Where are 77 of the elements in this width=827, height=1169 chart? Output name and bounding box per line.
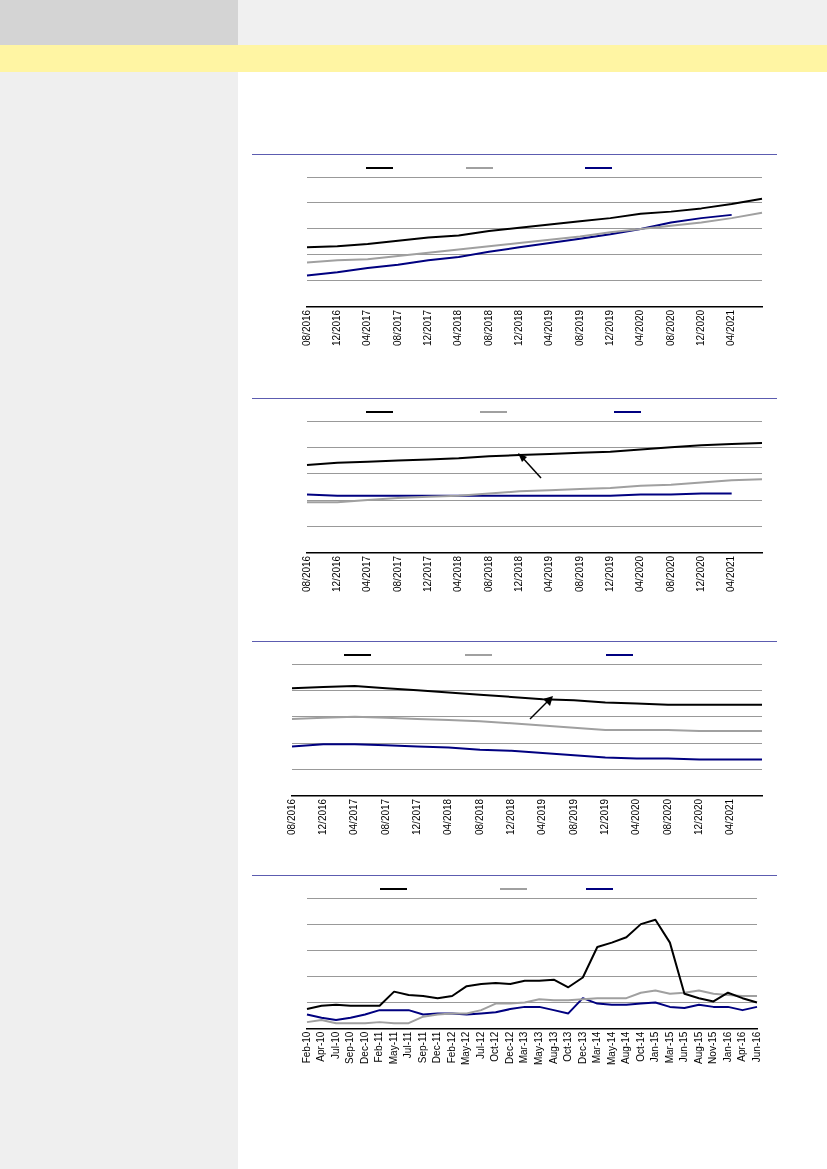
x-tick-label: Aug-15: [692, 1031, 704, 1064]
x-tick-label: 08/2018: [473, 798, 485, 836]
x-tick-label: 08/2018: [482, 555, 494, 593]
x-tick-label: 04/2020: [634, 309, 646, 347]
x-tick-label: Feb-11: [373, 1031, 385, 1063]
x-tick-label: 08/2017: [391, 555, 403, 593]
x-tick-label: Jan-15: [649, 1031, 661, 1063]
x-tick-label: 04/2021: [725, 555, 737, 593]
x-tick-label: 08/2019: [567, 798, 579, 836]
x-tick-label: 12/2016: [331, 555, 343, 593]
x-tick-label: Apr-16: [736, 1031, 748, 1062]
x-tick-label: 04/2021: [725, 309, 737, 347]
x-tick-label: Sep-11: [416, 1031, 428, 1064]
x-tick-label: 12/2019: [604, 309, 616, 347]
x-tick-label: 08/2020: [664, 309, 676, 347]
x-tick-label: 08/2020: [664, 555, 676, 593]
x-tick-label: 12/2020: [695, 555, 707, 593]
x-tick-label: Mar-13: [518, 1031, 530, 1064]
x-tick-label: 12/2018: [505, 798, 517, 836]
x-tick-label: Jul-10: [329, 1031, 341, 1059]
x-tick-label: 04/2017: [361, 555, 373, 593]
x-tick-label: 04/2021: [724, 798, 736, 836]
x-tick-label: 08/2016: [300, 555, 312, 593]
x-tick-label: 12/2016: [331, 309, 343, 347]
x-tick-label: Apr-10: [315, 1031, 327, 1062]
x-tick-label: 04/2018: [442, 798, 454, 836]
x-tick-label: Sep-10: [344, 1031, 356, 1064]
x-tick-label: Jan-16: [721, 1031, 733, 1063]
x-tick-label: 12/2020: [693, 798, 705, 836]
x-tick-label: 12/2019: [604, 555, 616, 593]
x-tick-label: Dec-10: [358, 1031, 370, 1064]
x-tick-label: 08/2017: [391, 309, 403, 347]
x-tick-label: 04/2019: [536, 798, 548, 836]
x-tick-label: Feb-10: [300, 1031, 312, 1064]
x-tick-label: Dec-12: [503, 1031, 515, 1064]
x-tick-label: Dec-11: [431, 1031, 443, 1064]
x-tick-label: Aug-13: [547, 1031, 559, 1064]
x-tick-label: Feb-12: [445, 1031, 457, 1064]
x-tick-label: Aug-14: [620, 1031, 632, 1064]
x-tick-label: 08/2016: [285, 798, 297, 836]
x-tick-label: 04/2019: [543, 309, 555, 347]
x-tick-label: Mar-14: [591, 1031, 603, 1064]
x-tick-label: 12/2018: [513, 555, 525, 593]
x-tick-label: Jul-12: [474, 1031, 486, 1059]
x-tick-label: 08/2020: [661, 798, 673, 836]
x-tick-label: 12/2019: [599, 798, 611, 836]
x-tick-label: Jul-11: [402, 1031, 414, 1059]
x-tick-label: Nov-15: [707, 1031, 719, 1064]
x-tick-label: 08/2016: [300, 309, 312, 347]
x-tick-label: 04/2018: [452, 555, 464, 593]
x-tick-label: 08/2019: [573, 309, 585, 347]
x-tick-label: 12/2017: [411, 798, 423, 836]
x-tick-label: 04/2019: [543, 555, 555, 593]
x-tick-label: 08/2018: [482, 309, 494, 347]
x-tick-label: 12/2016: [317, 798, 329, 836]
x-tick-label: Oct-13: [562, 1031, 574, 1062]
x-tick-label: Oct-12: [489, 1031, 501, 1062]
x-tick-label: May-14: [605, 1031, 617, 1066]
x-tick-label: Dec-13: [576, 1031, 588, 1064]
x-tick-label: 04/2017: [361, 309, 373, 347]
x-tick-label: 04/2020: [630, 798, 642, 836]
x-tick-label: May-13: [533, 1031, 545, 1066]
x-tick-label: 12/2017: [422, 555, 434, 593]
x-tick-label: 12/2017: [422, 309, 434, 347]
x-tick-label: Oct-14: [634, 1031, 646, 1062]
x-tick-label: 08/2017: [379, 798, 391, 836]
x-tick-label: 12/2020: [695, 309, 707, 347]
x-tick-label: 12/2018: [513, 309, 525, 347]
x-tick-label: Jun-15: [678, 1031, 690, 1063]
x-tick-label: May-11: [387, 1031, 399, 1065]
x-tick-label: May-12: [460, 1031, 472, 1066]
x-tick-label: 04/2017: [348, 798, 360, 836]
x-tick-label: Mar-15: [663, 1031, 675, 1064]
x-tick-label: 08/2019: [573, 555, 585, 593]
x-tick-label: Jun-16: [750, 1031, 762, 1063]
x-tick-label: 04/2020: [634, 555, 646, 593]
x-tick-label: 04/2018: [452, 309, 464, 347]
